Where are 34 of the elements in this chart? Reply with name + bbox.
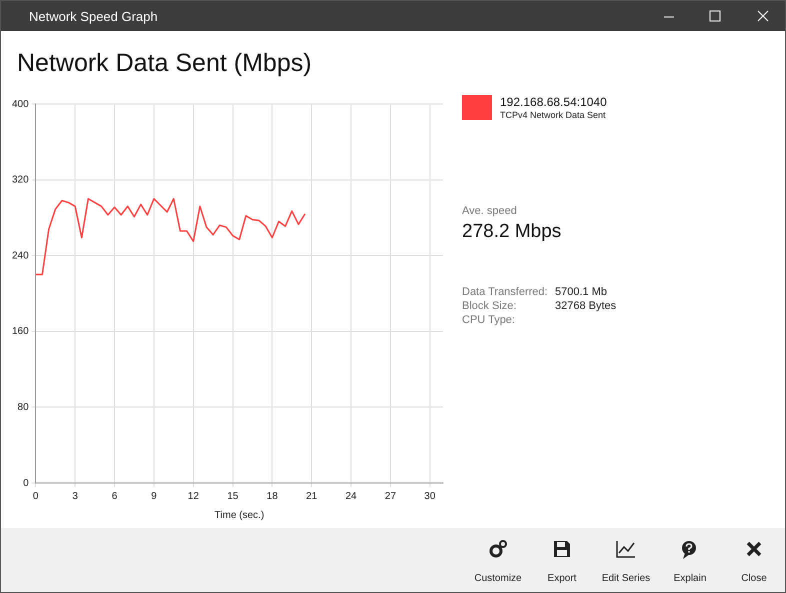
x-tick-label: 15 bbox=[227, 490, 239, 502]
y-tick-label: 240 bbox=[12, 250, 30, 262]
x-tick-label: 24 bbox=[345, 490, 358, 502]
x-tick-label: 12 bbox=[188, 490, 200, 502]
x-tick-label: 0 bbox=[32, 490, 39, 502]
x-tick-label: 9 bbox=[151, 490, 158, 502]
text: Close bbox=[740, 573, 768, 584]
text: 32768 Bytes bbox=[555, 300, 616, 312]
x-tick-label: 30 bbox=[424, 490, 436, 502]
text: Data Transferred: bbox=[462, 286, 548, 298]
chart-title: Network Data Sent (Mbps) bbox=[17, 49, 312, 78]
x-tick-label: 27 bbox=[384, 490, 396, 502]
y-tick-label: 80 bbox=[18, 402, 30, 413]
x-tick-label: 21 bbox=[306, 490, 318, 502]
text: TCPv4 Network Data Sent bbox=[500, 110, 606, 120]
text: Export bbox=[546, 573, 578, 584]
legend-label: 192.168.68.54:1040 bbox=[500, 95, 607, 109]
text: Explain bbox=[672, 573, 708, 584]
text: Edit Series bbox=[600, 573, 652, 584]
text: 278.2 Mbps bbox=[462, 221, 562, 243]
y-tick-label: 320 bbox=[12, 174, 30, 186]
text: 5700.1 Mb bbox=[555, 286, 607, 298]
y-tick-label: 160 bbox=[12, 326, 30, 338]
text: Ave. speed bbox=[462, 205, 517, 217]
y-tick-label: 0 bbox=[23, 478, 30, 489]
text: Network Speed Graph bbox=[29, 9, 158, 24]
x-tick-label: 18 bbox=[266, 490, 278, 502]
y-tick-label: 400 bbox=[12, 98, 30, 110]
text: Block Size: bbox=[462, 300, 516, 312]
x-tick-label: 6 bbox=[112, 490, 118, 502]
text: Customize bbox=[473, 573, 523, 584]
text: CPU Type: bbox=[462, 314, 515, 326]
x-tick-label: 3 bbox=[72, 490, 78, 502]
x-axis-title: Time (sec.) bbox=[214, 510, 264, 521]
